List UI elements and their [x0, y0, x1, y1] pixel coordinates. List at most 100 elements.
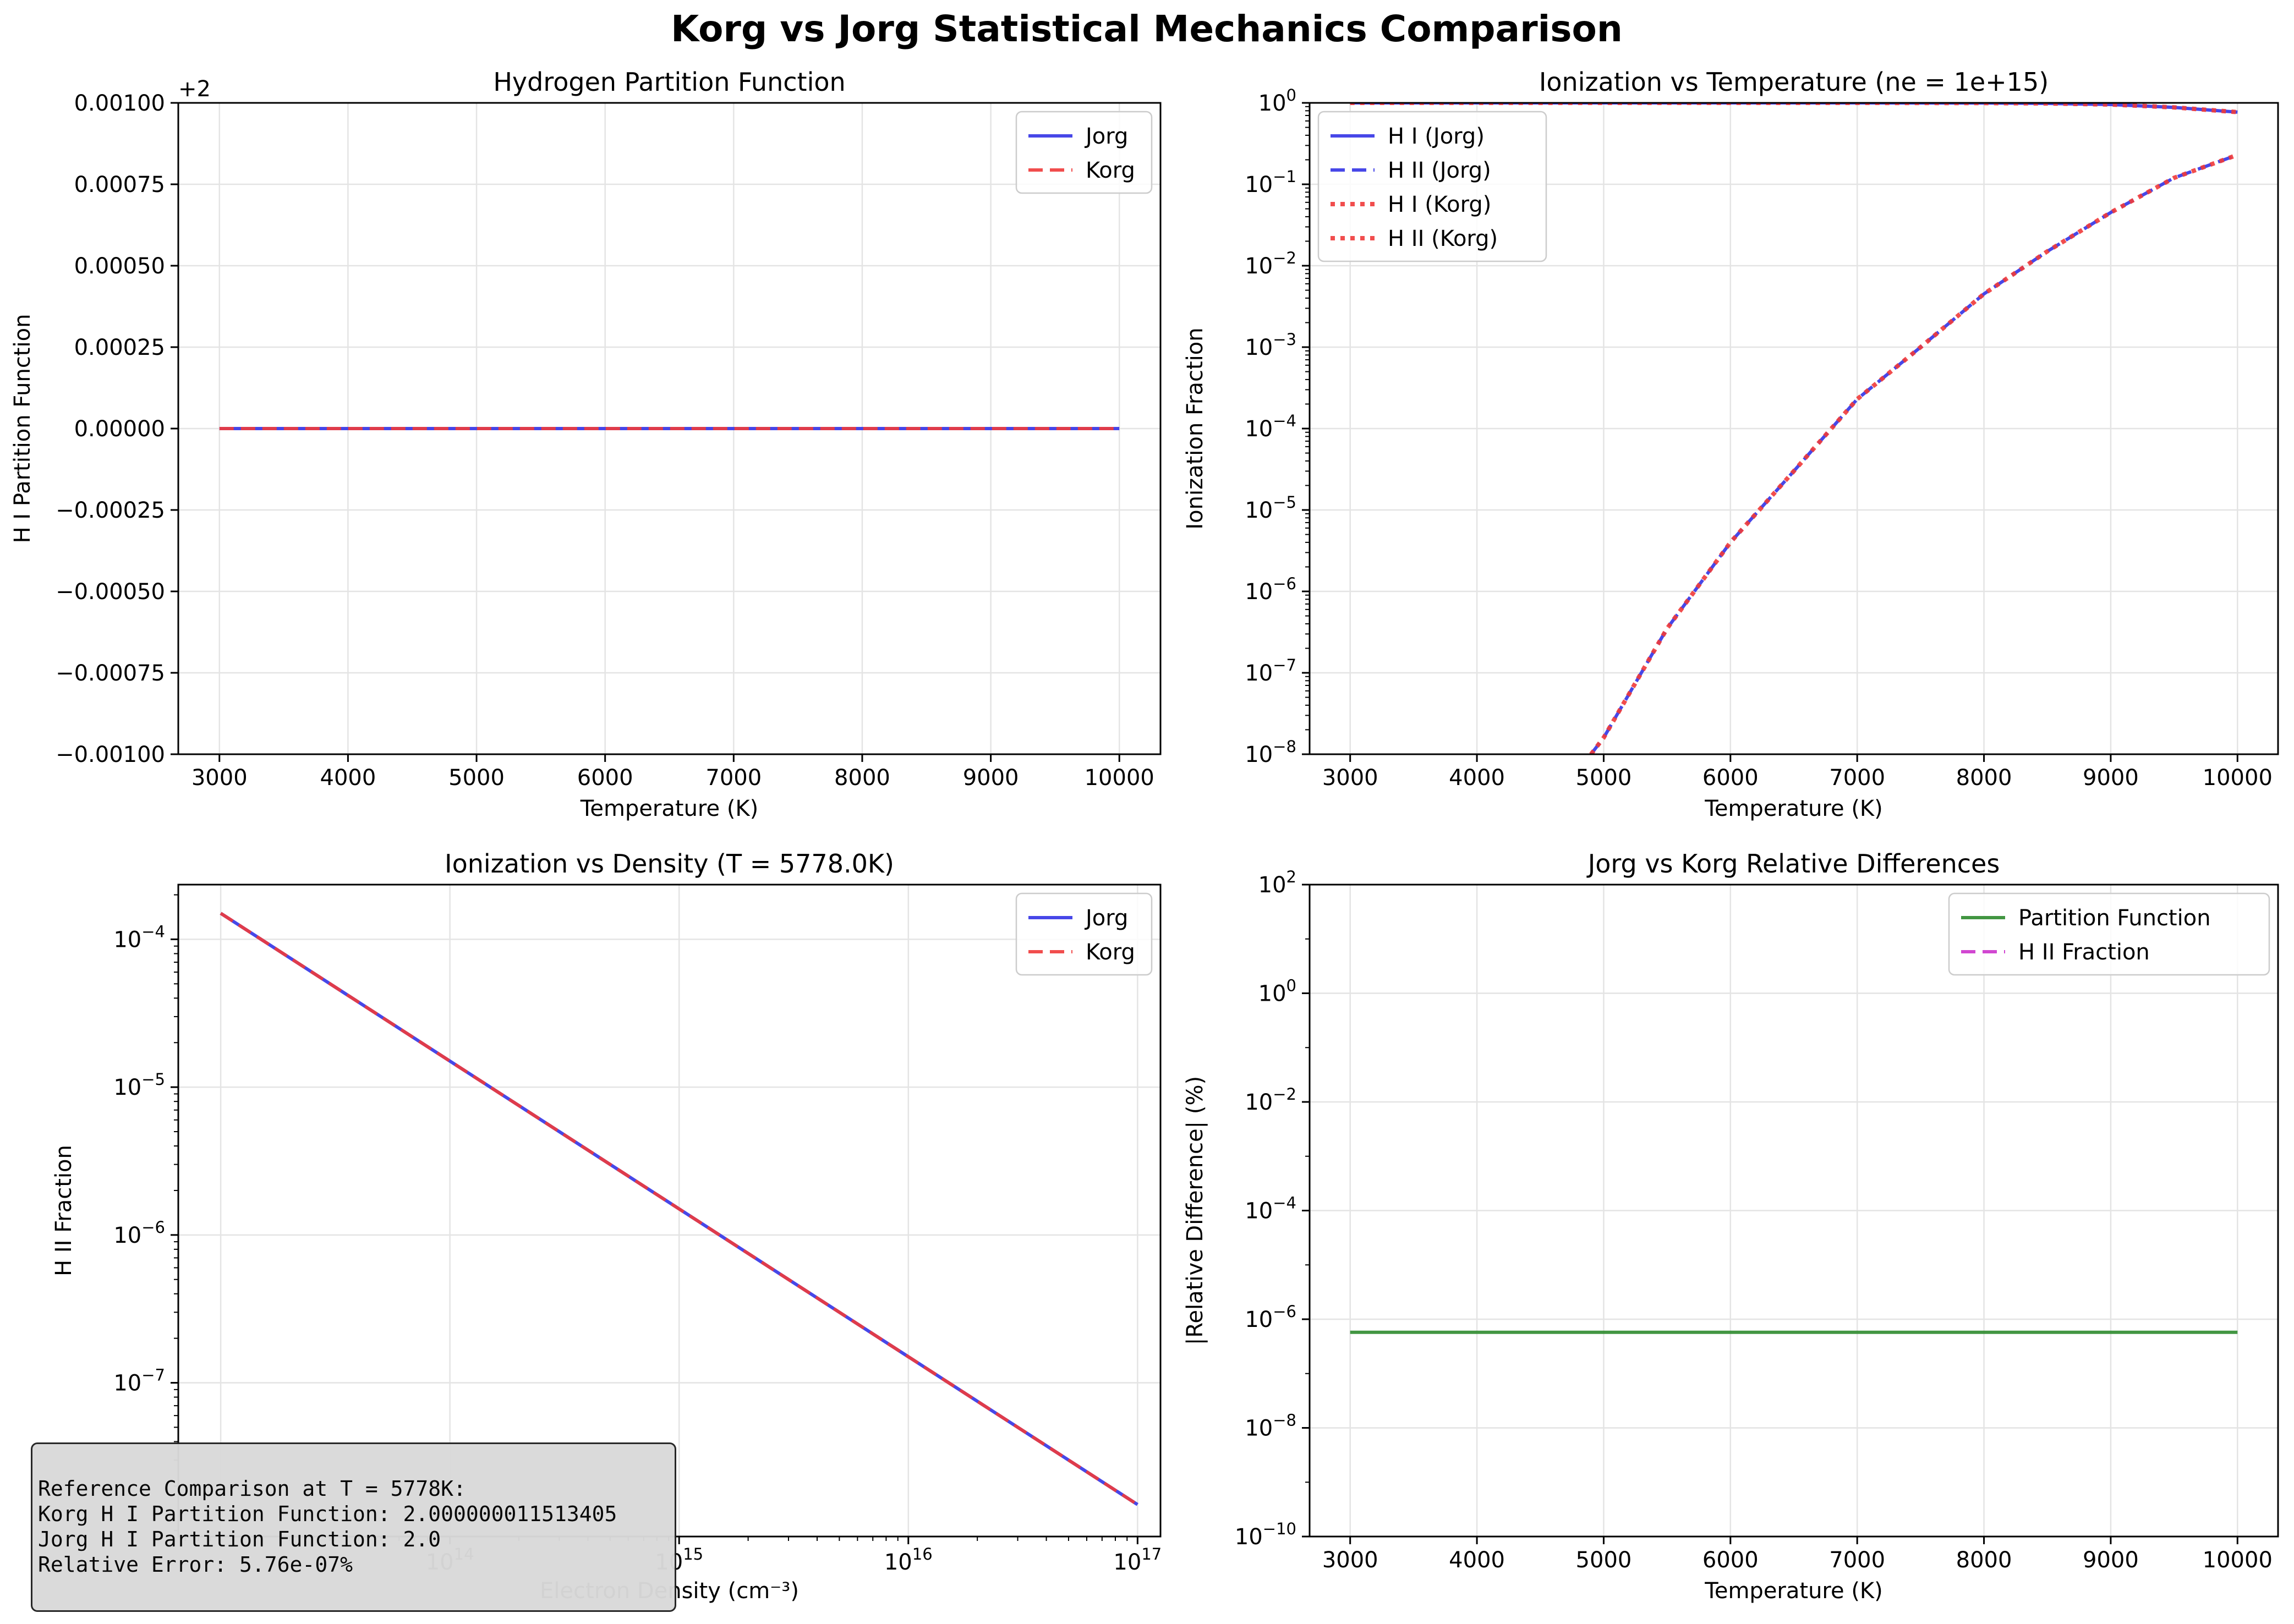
series-group — [220, 912, 1138, 1506]
chart-panel-1: 3000 4000 5000 6000 7000 8000 9000 10000 −0.0010… — [10, 67, 1162, 821]
chart-title: Ionization vs Density (T = 5778.0K) — [445, 849, 894, 879]
y-tick-label: 10−4 — [1245, 412, 1296, 442]
y-tick-label: 10−8 — [1245, 737, 1296, 767]
y-tick-label: 10−1 — [1245, 167, 1296, 197]
x-tick-label: 10000 — [1085, 765, 1154, 791]
legend-label: H I (Korg) — [1388, 192, 1491, 217]
y-tick-label: 10−5 — [113, 1070, 165, 1100]
y-tick-label: −0.00100 — [56, 742, 165, 767]
y-tick-label: 0.00025 — [74, 335, 165, 360]
y-tick-label: 10−6 — [1245, 1302, 1296, 1332]
legend-box — [1015, 892, 1153, 976]
x-tick-label: 3000 — [1322, 1548, 1378, 1573]
x-axis-label: Temperature (K) — [580, 796, 759, 821]
x-tick-label: 5000 — [1576, 1548, 1632, 1573]
legend-label: Partition Function — [2018, 906, 2211, 931]
legend-label: Jorg — [1084, 906, 1128, 931]
legend: Partition Function H II Fraction — [1948, 892, 2270, 976]
y-offset-label: +2 — [178, 76, 211, 102]
series-line-h-ii-jorg- — [1590, 153, 2238, 754]
x-tick-label: 10000 — [2203, 765, 2273, 791]
x-tick-label: 10000 — [2203, 1548, 2273, 1573]
y-tick-label: 100 — [1258, 86, 1296, 116]
legend-label: H I (Jorg) — [1388, 124, 1485, 149]
legend-box — [1317, 111, 1547, 262]
y-tick-label: 10−6 — [1245, 574, 1296, 605]
legend-label: Korg — [1086, 940, 1135, 965]
y-tick-label: 10−8 — [1245, 1411, 1296, 1441]
x-tick-label: 8000 — [834, 765, 890, 791]
x-tick-label: 9000 — [2083, 1548, 2139, 1573]
y-tick-label: 10−7 — [1245, 656, 1296, 686]
legend: H I (Jorg) H II (Jorg) H I (Korg) H II (Kor… — [1317, 111, 1547, 262]
y-tick-label: 0.00050 — [74, 254, 165, 279]
y-tick-label: 10−4 — [1245, 1194, 1296, 1224]
axes-frame — [1308, 102, 2279, 755]
x-tick-label: 1017 — [1113, 1545, 1162, 1575]
chart-panel-2: 3000 4000 5000 6000 7000 8000 9000 10000 10−8 10−… — [1182, 67, 2279, 821]
x-tick-label: 7000 — [1829, 1548, 1885, 1573]
legend: Jorg Korg — [1015, 111, 1153, 194]
x-tick-label: 3000 — [1322, 765, 1378, 791]
x-tick-label: 4000 — [1449, 1548, 1505, 1573]
y-axis-label: Ionization Fraction — [1182, 327, 1208, 529]
reference-comparison-box: Reference Comparison at T = 5778K: Korg … — [31, 1442, 676, 1612]
x-tick-label: 1016 — [884, 1545, 933, 1575]
x-tick-label: 4000 — [1449, 765, 1505, 791]
x-tick-label: 9000 — [963, 765, 1019, 791]
x-tick-label: 7000 — [1829, 765, 1885, 791]
x-axis-label: Temperature (K) — [1704, 1578, 1883, 1604]
reference-line-1: Reference Comparison at T = 5778K: — [38, 1477, 466, 1501]
chart-title: Jorg vs Korg Relative Differences — [1586, 849, 2000, 879]
y-tick-label: 10−3 — [1245, 330, 1296, 360]
legend-label: Jorg — [1084, 124, 1128, 149]
y-tick-label: 0.00075 — [74, 172, 165, 197]
x-tick-label: 7000 — [705, 765, 762, 791]
y-tick-label: 10−7 — [113, 1366, 165, 1396]
y-tick-label: 10−10 — [1235, 1519, 1296, 1550]
legend-box — [1948, 892, 2270, 976]
x-tick-label: 5000 — [1576, 765, 1632, 791]
x-tick-label: 6000 — [1702, 765, 1759, 791]
y-tick-label: 0.00000 — [74, 416, 165, 442]
x-tick-label: 6000 — [1702, 1548, 1759, 1573]
series-line-korg — [220, 912, 1138, 1506]
y-tick-label: 10−6 — [113, 1218, 165, 1248]
x-tick-label: 8000 — [1956, 1548, 2012, 1573]
chart-title: Ionization vs Temperature (ne = 1e+15) — [1539, 67, 2049, 97]
legend-label: H II (Jorg) — [1388, 158, 1491, 183]
reference-line-3: Jorg H I Partition Function: 2.0 — [38, 1527, 441, 1551]
y-tick-label: −0.00025 — [56, 498, 165, 523]
axes-frame — [1308, 884, 2279, 1538]
y-tick-label: 102 — [1258, 868, 1296, 898]
x-tick-label: 6000 — [577, 765, 633, 791]
y-tick-label: 10−2 — [1245, 249, 1296, 279]
y-tick-label: 10−5 — [1245, 493, 1296, 523]
legend-box — [1015, 111, 1153, 194]
y-axis-label: H II Fraction — [51, 1145, 76, 1276]
axes-frame — [177, 102, 1162, 755]
chart-panel-4: 3000 4000 5000 6000 7000 8000 9000 10000 10−10 10… — [1182, 849, 2279, 1604]
legend-label: H II Fraction — [2018, 940, 2150, 965]
figure-title: Korg vs Jorg Statistical Mechanics Compa… — [671, 8, 1623, 50]
y-tick-label: 0.00100 — [74, 91, 165, 116]
y-tick-label: 100 — [1258, 976, 1296, 1007]
y-tick-label: −0.00075 — [56, 661, 165, 686]
y-tick-label: −0.00050 — [56, 579, 165, 605]
x-tick-label: 3000 — [191, 765, 248, 791]
reference-line-2: Korg H I Partition Function: 2.000000011… — [38, 1502, 617, 1526]
reference-line-4: Relative Error: 5.76e-07% — [38, 1552, 353, 1577]
chart-panel-3: 101410151016101710−710−610−510−4Ionizati… — [51, 849, 1162, 1604]
legend: Jorg Korg — [1015, 892, 1153, 976]
x-axis-label: Temperature (K) — [1704, 796, 1883, 821]
legend-label: Korg — [1086, 158, 1135, 183]
x-tick-label: 4000 — [320, 765, 376, 791]
y-tick-label: 10−4 — [113, 922, 165, 952]
legend-label: H II (Korg) — [1388, 226, 1498, 251]
x-tick-label: 9000 — [2083, 765, 2139, 791]
y-axis-label: |Relative Difference| (%) — [1182, 1076, 1208, 1345]
y-tick-label: 10−2 — [1245, 1085, 1296, 1115]
chart-title: Hydrogen Partition Function — [493, 67, 845, 97]
series-line-h-ii-korg- — [1589, 152, 2238, 754]
